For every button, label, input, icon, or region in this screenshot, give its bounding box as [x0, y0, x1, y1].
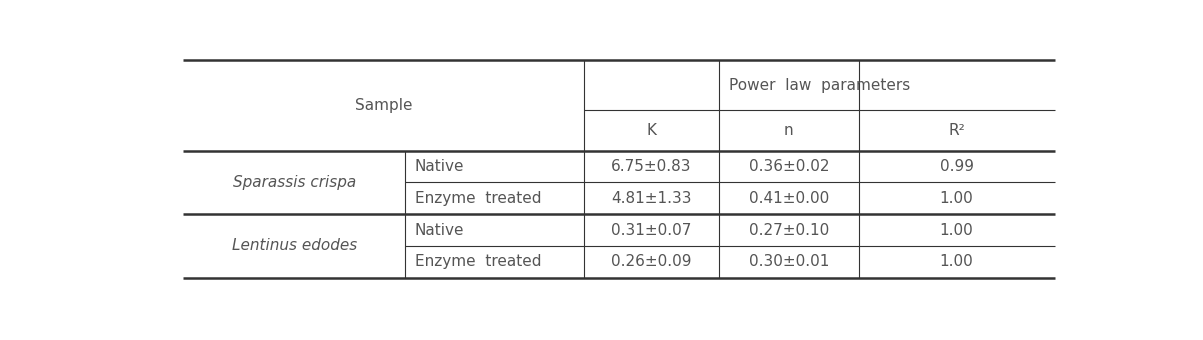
Text: 6.75±0.83: 6.75±0.83 [611, 159, 692, 174]
Text: 4.81±1.33: 4.81±1.33 [611, 191, 692, 206]
Text: 0.26±0.09: 0.26±0.09 [611, 254, 692, 269]
Text: R²: R² [948, 123, 965, 138]
Text: Power  law  parameters: Power law parameters [729, 78, 909, 93]
Text: Enzyme  treated: Enzyme treated [415, 191, 541, 206]
Text: 0.99: 0.99 [940, 159, 973, 174]
Text: Lentinus edodes: Lentinus edodes [231, 238, 357, 253]
Text: 0.30±0.01: 0.30±0.01 [748, 254, 829, 269]
Text: Sample: Sample [355, 98, 413, 113]
Text: Sparassis crispa: Sparassis crispa [232, 175, 356, 190]
Text: 0.36±0.02: 0.36±0.02 [748, 159, 829, 174]
Text: 1.00: 1.00 [940, 223, 973, 238]
Text: Native: Native [415, 159, 464, 174]
Text: Native: Native [415, 223, 464, 238]
Text: 0.31±0.07: 0.31±0.07 [611, 223, 692, 238]
Text: Enzyme  treated: Enzyme treated [415, 254, 541, 269]
Text: n: n [784, 123, 794, 138]
Text: 0.41±0.00: 0.41±0.00 [748, 191, 829, 206]
Text: 1.00: 1.00 [940, 254, 973, 269]
Text: 1.00: 1.00 [940, 191, 973, 206]
Text: 0.27±0.10: 0.27±0.10 [748, 223, 829, 238]
Text: K: K [646, 123, 657, 138]
